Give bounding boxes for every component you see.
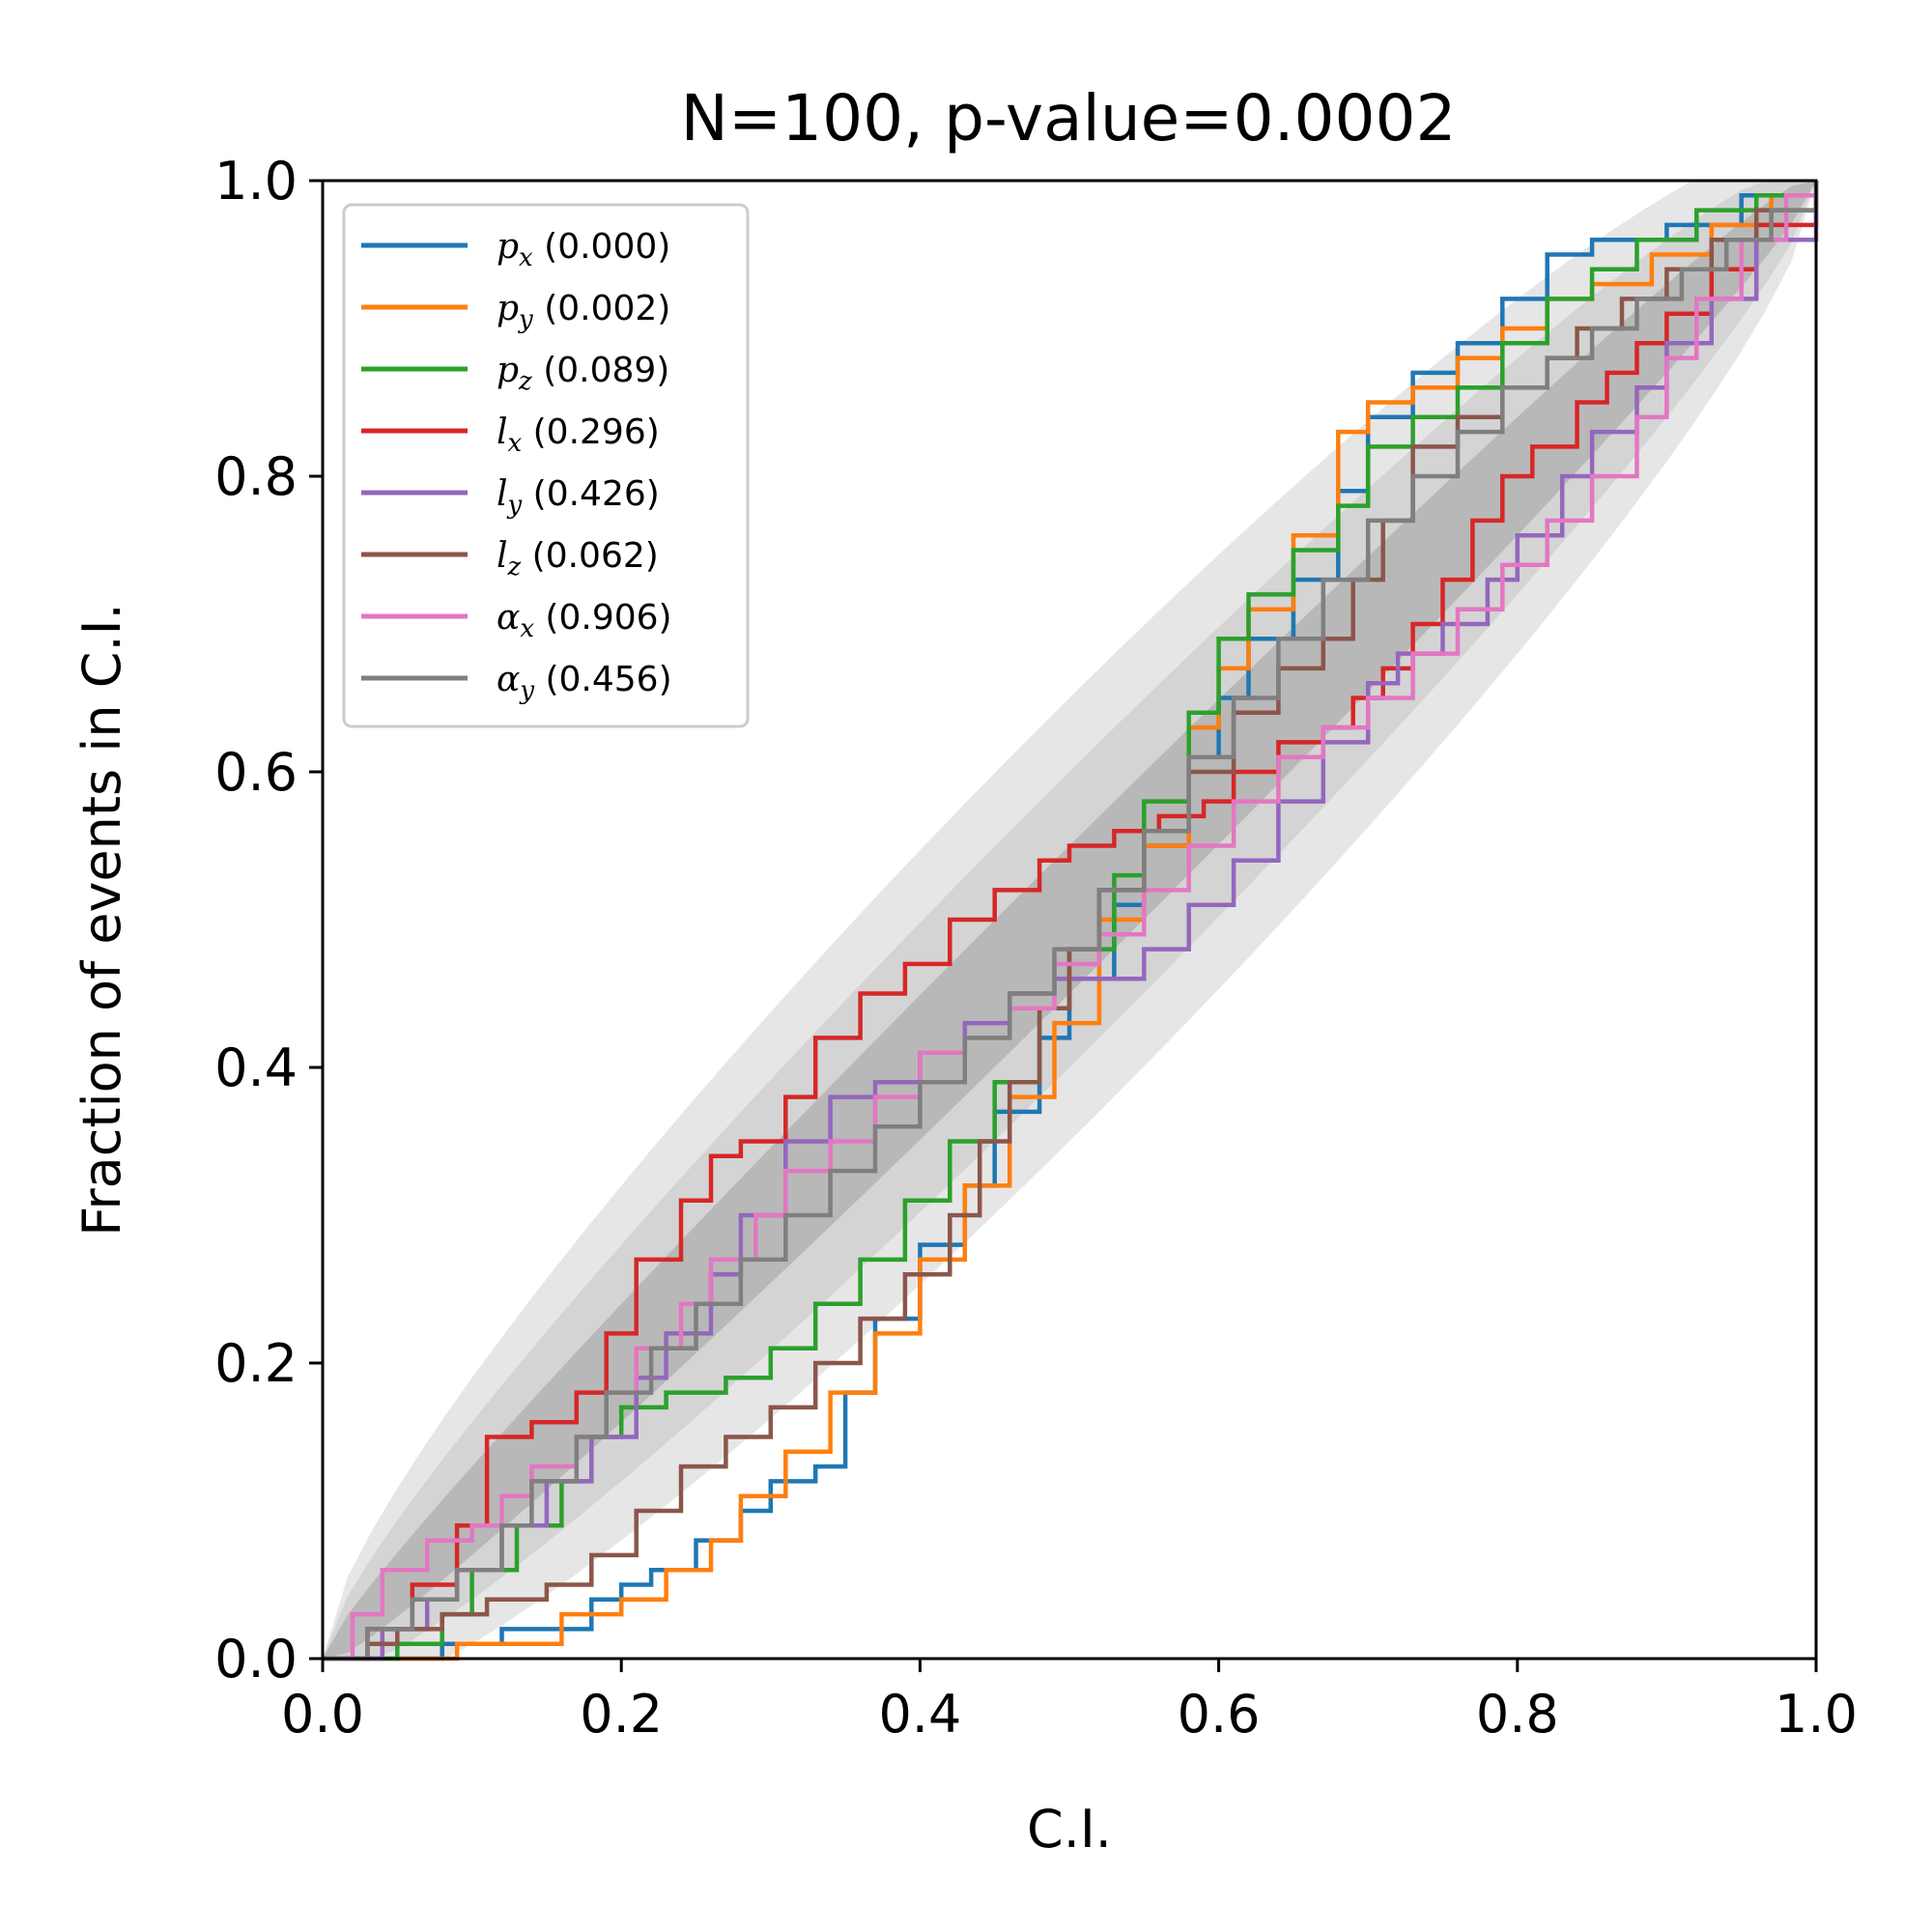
- legend-label-l_z: lz (0.062): [497, 536, 659, 582]
- x-axis-label: C.I.: [1027, 1799, 1112, 1860]
- y-tick-label: 0.6: [214, 742, 298, 803]
- x-tick-label: 0.6: [1178, 1684, 1261, 1745]
- y-tick-label: 0.8: [214, 446, 298, 507]
- y-tick-label: 0.2: [214, 1333, 298, 1394]
- chart-title: N=100, p-value=0.0002: [680, 81, 1456, 156]
- y-axis: 0.0 0.2 0.4 0.6 0.8 1.0: [214, 151, 323, 1690]
- legend: px (0.000) py (0.002) pz (0.089) lx (0.296)…: [342, 203, 750, 728]
- legend-label-p_x: px (0.000): [497, 227, 670, 272]
- legend-label-p_z: pz (0.089): [497, 351, 669, 396]
- y-tick-label: 0.0: [214, 1629, 298, 1690]
- series-line-alpha_y: [323, 181, 1819, 1662]
- y-tick-label: 1.0: [214, 151, 298, 212]
- plot-frame: [321, 179, 1818, 1661]
- x-tick-label: 0.8: [1476, 1684, 1559, 1745]
- x-tick-label: 0.0: [281, 1684, 364, 1745]
- confidence-bands: [323, 181, 1816, 1659]
- legend-label-alpha_y: αy (0.456): [497, 660, 672, 705]
- x-tick-label: 0.2: [580, 1684, 663, 1745]
- x-axis: 0.0 0.2 0.4 0.6 0.8 1.0: [281, 1659, 1858, 1745]
- legend-box: [342, 203, 750, 728]
- series-line-l_y: [323, 181, 1819, 1662]
- x-tick-label: 0.4: [878, 1684, 961, 1745]
- legend-label-p_y: py (0.002): [497, 289, 670, 334]
- confidence-band-1-sigma: [323, 181, 1816, 1659]
- y-tick-label: 0.4: [214, 1037, 298, 1098]
- series-line-alpha_x: [323, 181, 1819, 1662]
- legend-label-l_y: ly (0.426): [497, 474, 660, 520]
- y-axis-label: Fraction of events in C.I.: [71, 603, 132, 1236]
- x-tick-label: 1.0: [1775, 1684, 1858, 1745]
- plot-area: [321, 179, 1819, 1662]
- legend-label-alpha_x: αx (0.906): [497, 598, 672, 643]
- legend-label-l_x: lx (0.296): [497, 412, 660, 458]
- series-lines: [323, 181, 1819, 1662]
